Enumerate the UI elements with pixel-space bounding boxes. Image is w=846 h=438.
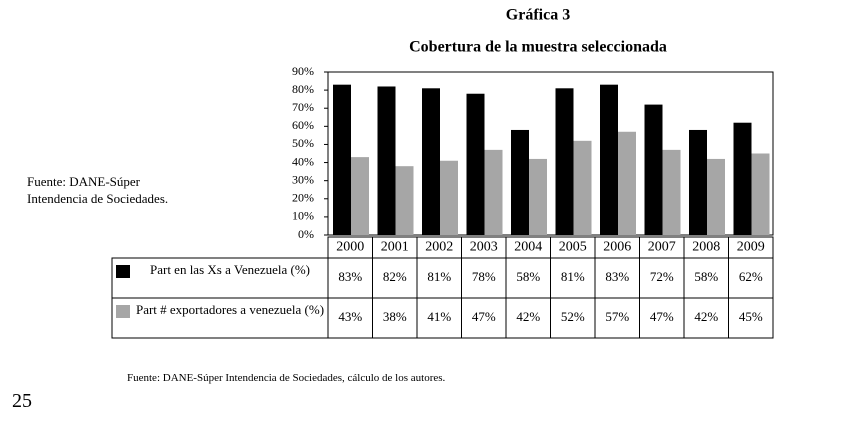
value-label: 52% <box>561 309 585 324</box>
value-label: 78% <box>472 269 496 284</box>
y-tick-label: 10% <box>292 209 314 223</box>
bar <box>529 158 547 235</box>
bar <box>333 84 351 235</box>
value-label: 83% <box>605 269 629 284</box>
x-tick-label: 2001 <box>381 240 409 255</box>
x-tick-label: 2003 <box>470 240 498 255</box>
y-tick-label: 20% <box>292 191 314 205</box>
value-label: 57% <box>605 309 629 324</box>
bar <box>377 86 396 235</box>
value-label: 47% <box>472 309 496 324</box>
bar <box>689 129 707 235</box>
x-tick-label: 2006 <box>603 240 631 255</box>
y-tick-label: 80% <box>292 82 314 96</box>
bar <box>484 149 503 235</box>
bar <box>440 160 458 235</box>
value-label: 58% <box>516 269 540 284</box>
value-label: 41% <box>427 309 451 324</box>
bar <box>466 93 485 235</box>
bar <box>511 129 529 235</box>
value-label: 81% <box>561 269 585 284</box>
legend-swatch <box>116 265 130 278</box>
bar <box>733 122 752 235</box>
bar <box>395 166 414 235</box>
y-tick-label: 50% <box>292 136 314 150</box>
plot-frame <box>327 71 774 236</box>
x-tick-label: 2000 <box>336 240 364 255</box>
page-number: 25 <box>12 390 32 412</box>
value-label: 42% <box>516 309 540 324</box>
value-label: 83% <box>338 269 362 284</box>
chart-title: Gráfica 3 <box>506 7 570 24</box>
value-label: 45% <box>739 309 763 324</box>
bar <box>707 158 725 235</box>
y-tick-label: 40% <box>292 154 314 168</box>
value-label: 62% <box>739 269 763 284</box>
chart-subtitle: Cobertura de la muestra seleccionada <box>409 39 667 56</box>
value-label: 82% <box>383 269 407 284</box>
bar <box>751 153 770 235</box>
bar <box>600 84 618 235</box>
bar <box>618 131 636 235</box>
y-tick-label: 60% <box>292 118 314 132</box>
bar <box>573 140 592 235</box>
bar <box>422 88 440 235</box>
x-tick-label: 2002 <box>425 240 453 255</box>
y-tick-label: 90% <box>292 64 314 78</box>
bar <box>555 88 574 235</box>
bar <box>662 149 681 235</box>
legend-label: Part en las Xs a Venezuela (%) <box>149 262 311 277</box>
side-note: Fuente: DANE-Súper Intendencia de Socied… <box>27 174 169 206</box>
x-tick-label: 2004 <box>514 240 542 255</box>
legend-label: Part # exportadores a venezuela (%) <box>135 302 325 317</box>
x-tick-label: 2005 <box>559 240 587 255</box>
y-tick-label: 0% <box>298 227 314 241</box>
x-tick-label: 2007 <box>648 240 676 255</box>
bar <box>351 157 369 235</box>
x-tick-label: 2009 <box>737 240 765 255</box>
source-note: Fuente: DANE-Súper Intendencia de Socied… <box>127 372 446 384</box>
value-label: 81% <box>427 269 451 284</box>
value-label: 47% <box>650 309 674 324</box>
y-tick-label: 30% <box>292 172 314 186</box>
legend-swatch <box>116 305 130 318</box>
x-tick-label: 2008 <box>692 240 720 255</box>
value-label: 38% <box>383 309 407 324</box>
y-tick-label: 70% <box>292 100 314 114</box>
bar <box>644 104 663 235</box>
value-label: 43% <box>338 309 362 324</box>
value-label: 42% <box>694 309 718 324</box>
value-label: 72% <box>650 269 674 284</box>
value-label: 58% <box>694 269 718 284</box>
